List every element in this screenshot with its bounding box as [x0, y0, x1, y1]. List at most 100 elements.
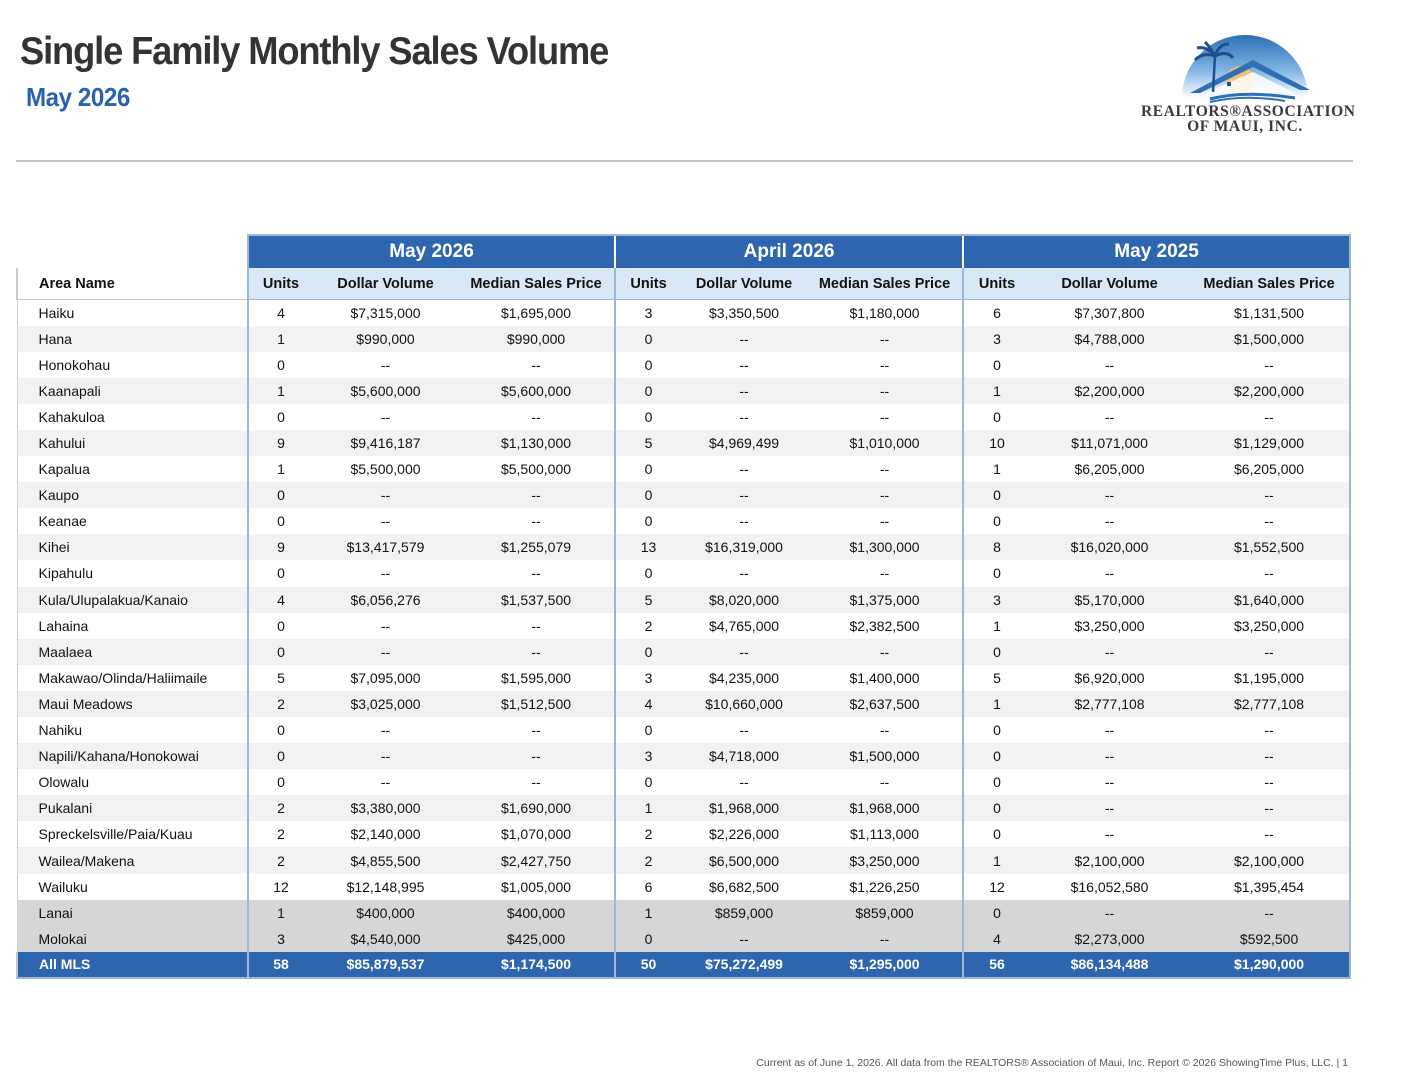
may-2026-units-cell: 0 — [247, 638, 313, 665]
april-2026-dollar-volume-cell: -- — [739, 722, 749, 739]
may-2025-units-cell: 1 — [962, 690, 1031, 717]
april-2026-units-cell: 0 — [614, 638, 682, 665]
april-2026-dollar-volume-cell: $6,682,500 — [708, 878, 780, 895]
april-2026-median-price-cell: -- — [879, 722, 890, 739]
may-2026-dollar-volume-cell: -- — [380, 408, 391, 425]
may-2025-median-price-cell: $1,290,000 — [1189, 951, 1352, 979]
april-2026-median-price-cell: -- — [807, 482, 964, 509]
may-2026-dollar-volume-cell: -- — [380, 722, 391, 739]
may-2026-dollar-volume-cell: $2,140,000 — [350, 826, 421, 843]
area-name-cell: Spreckelsville/Paia/Kuau — [16, 821, 248, 848]
april-2026-dollar-volume-cell: $3,350,500 — [708, 304, 780, 321]
may-2025-units-cell: 1 — [962, 377, 1031, 404]
may-2026-dollar-volume-cell: -- — [313, 743, 458, 770]
may-2025-dollar-volume-cell: -- — [1030, 638, 1190, 665]
may-2025-dollar-volume-cell: $7,307,800 — [1074, 304, 1145, 321]
may-2025-dollar-volume-cell: -- — [1030, 899, 1190, 926]
median-sales-price-header: Median Sales Price — [1189, 268, 1352, 300]
table-row: Kipahulu 0 -- -- 0 -- -- 0 -- -- — [16, 560, 1352, 587]
may-2025-dollar-volume-cell: $4,788,000 — [1030, 325, 1190, 352]
april-2026-units-cell: 6 — [614, 873, 682, 900]
may-2025-dollar-volume-cell: -- — [1104, 826, 1115, 843]
area-name-cell: Makawao/Olinda/Haliimaile — [16, 664, 248, 691]
area-name-cell: Keanae — [16, 508, 248, 535]
may-2026-units-cell: 1 — [247, 325, 313, 352]
may-2026-units-cell: 5 — [247, 664, 313, 691]
april-2026-units-cell: 0 — [614, 925, 682, 952]
may-2025-units-cell: 0 — [962, 638, 1031, 665]
april-2026-dollar-volume-cell: $4,235,000 — [708, 669, 780, 686]
may-2026-units-cell: 2 — [247, 847, 313, 874]
table-row: Spreckelsville/Paia/Kuau 2 $2,140,000 $1,07… — [16, 821, 1352, 848]
april-2026-dollar-volume-cell: -- — [681, 925, 808, 952]
april-2026-units-cell: 0 — [614, 717, 682, 744]
april-2026-units-cell: 0 — [614, 560, 682, 587]
area-name-cell: Napili/Kahana/Honokowai — [16, 743, 248, 770]
units-header: Units — [614, 268, 682, 300]
may-2026-median-price-cell: -- — [531, 774, 541, 791]
april-2026-median-price-cell: -- — [879, 513, 890, 530]
may-2025-units-cell: 8 — [962, 534, 1031, 561]
april-2026-units-cell: 1 — [614, 899, 682, 926]
may-2026-median-price-cell: $990,000 — [458, 325, 616, 352]
may-2026-dollar-volume-cell: $13,417,579 — [313, 534, 458, 561]
april-2026-dollar-volume-cell: $4,765,000 — [708, 617, 780, 634]
area-name-cell: Kipahulu — [16, 560, 248, 587]
may-2026-dollar-volume-cell: $7,095,000 — [350, 669, 421, 686]
april-2026-dollar-volume-cell: -- — [739, 461, 749, 478]
may-2025-units-cell: 0 — [962, 899, 1031, 926]
april-2026-median-price-cell: -- — [807, 325, 964, 352]
may-2025-units-cell: 0 — [962, 743, 1031, 770]
april-2026-median-price-cell: $1,180,000 — [849, 304, 920, 321]
may-2026-median-price-cell: $1,070,000 — [500, 826, 572, 843]
may-2026-units-cell: 0 — [247, 403, 313, 430]
units-header: Units — [247, 268, 313, 300]
april-2026-units-cell: 5 — [614, 429, 682, 457]
may-2026-units-cell: 2 — [247, 795, 313, 822]
area-name-cell: Kula/Ulupalakua/Kanaio — [16, 586, 248, 613]
may-2025-units-cell: 1 — [962, 612, 1031, 639]
may-2025-median-price-cell: $2,100,000 — [1189, 847, 1352, 874]
may-2025-dollar-volume-cell: $2,777,108 — [1030, 690, 1190, 717]
april-2026-units-cell: 3 — [614, 299, 682, 326]
april-2026-median-price-cell: $1,295,000 — [807, 951, 964, 979]
may-2025-units-cell: 0 — [962, 795, 1031, 822]
units-header: Units — [962, 268, 1031, 300]
april-2026-units-cell: 3 — [614, 743, 682, 770]
may-2026-dollar-volume-cell: -- — [380, 774, 391, 791]
sales-volume-table: May 2026 April 2026 May 2025 Area Name U… — [16, 234, 1352, 979]
april-2026-median-price-cell: $1,300,000 — [807, 534, 964, 561]
may-2025-dollar-volume-cell: $6,205,000 — [1074, 461, 1145, 478]
april-2026-units-cell: 4 — [614, 690, 682, 717]
island-row: Molokai 3 $4,540,000 $425,000 0 -- -- 4 $2,273,0… — [16, 925, 1352, 952]
table-row: Honokohau 0 -- -- 0 -- -- 0 -- -- — [16, 351, 1352, 378]
april-2026-median-price-cell: -- — [807, 925, 964, 952]
area-name-cell: Kahakuloa — [16, 403, 248, 430]
may-2026-median-price-cell: $1,130,000 — [458, 429, 616, 457]
may-2025-dollar-volume-cell: -- — [1030, 795, 1190, 822]
table-row: Kaupo 0 -- -- 0 -- -- 0 -- -- — [16, 482, 1352, 509]
may-2025-dollar-volume-cell: -- — [1104, 565, 1115, 582]
may-2025-median-price-cell: $3,250,000 — [1189, 612, 1352, 639]
may-2026-units-cell: 0 — [247, 508, 313, 535]
area-name-cell: Honokohau — [16, 351, 248, 378]
april-2026-median-price-cell: $1,968,000 — [807, 795, 964, 822]
group-header-may-2025: May 2025 — [962, 234, 1352, 268]
april-2026-dollar-volume-cell: $10,660,000 — [681, 690, 808, 717]
may-2025-units-cell: 3 — [962, 325, 1031, 352]
april-2026-units-cell: 2 — [614, 847, 682, 874]
may-2026-median-price-cell: -- — [458, 482, 616, 509]
may-2026-units-cell: 0 — [247, 769, 313, 796]
april-2026-dollar-volume-cell: -- — [739, 774, 749, 791]
april-2026-median-price-cell: $1,500,000 — [807, 743, 964, 770]
area-name-cell: Lanai — [16, 899, 248, 926]
april-2026-median-price-cell: -- — [879, 408, 890, 425]
may-2026-units-cell: 0 — [247, 717, 313, 744]
dollar-volume-header: Dollar Volume — [1030, 268, 1190, 300]
may-2026-dollar-volume-cell: $5,500,000 — [350, 461, 421, 478]
may-2025-dollar-volume-cell: $16,020,000 — [1030, 534, 1190, 561]
may-2025-units-cell: 0 — [962, 560, 1031, 587]
may-2025-median-price-cell: -- — [1189, 795, 1352, 822]
may-2026-dollar-volume-cell: $400,000 — [313, 899, 458, 926]
may-2025-median-price-cell: -- — [1189, 821, 1352, 848]
